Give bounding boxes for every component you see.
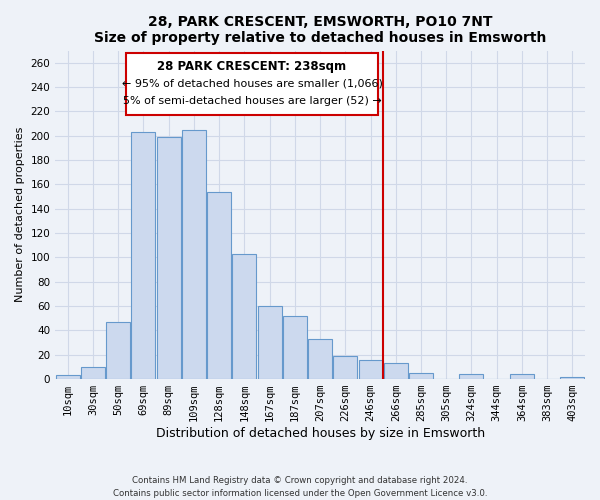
Bar [460, 374, 484, 379]
Bar [157, 137, 181, 379]
Title: 28, PARK CRESCENT, EMSWORTH, PO10 7NT
Size of property relative to detached hous: 28, PARK CRESCENT, EMSWORTH, PO10 7NT Si… [94, 15, 546, 45]
Bar [131, 132, 155, 379]
Bar [56, 376, 80, 379]
Bar [283, 316, 307, 379]
Bar [409, 373, 433, 379]
Bar [359, 360, 383, 379]
X-axis label: Distribution of detached houses by size in Emsworth: Distribution of detached houses by size … [155, 427, 485, 440]
Bar [257, 306, 281, 379]
Text: Contains HM Land Registry data © Crown copyright and database right 2024.
Contai: Contains HM Land Registry data © Crown c… [113, 476, 487, 498]
Text: 5% of semi-detached houses are larger (52) →: 5% of semi-detached houses are larger (5… [122, 96, 382, 106]
Bar [232, 254, 256, 379]
Bar [106, 322, 130, 379]
Bar [308, 339, 332, 379]
Bar [182, 130, 206, 379]
Text: 28 PARK CRESCENT: 238sqm: 28 PARK CRESCENT: 238sqm [157, 60, 347, 73]
Text: ← 95% of detached houses are smaller (1,066): ← 95% of detached houses are smaller (1,… [122, 79, 382, 89]
Bar [560, 376, 584, 379]
Bar [334, 356, 357, 379]
Bar [207, 192, 231, 379]
Bar [384, 364, 408, 379]
Bar [510, 374, 534, 379]
Y-axis label: Number of detached properties: Number of detached properties [15, 127, 25, 302]
Bar [81, 367, 105, 379]
FancyBboxPatch shape [126, 53, 378, 115]
